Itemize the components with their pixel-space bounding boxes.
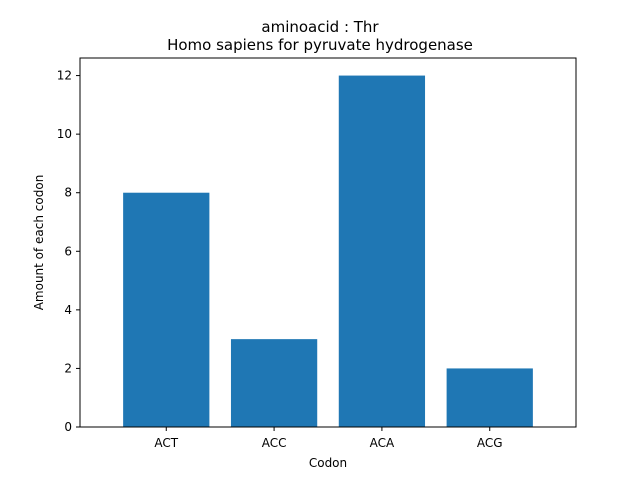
y-tick-label: 8 bbox=[64, 186, 72, 200]
y-tick-label: 4 bbox=[64, 303, 72, 317]
x-tick-label: ACC bbox=[262, 436, 287, 450]
x-tick-label: ACG bbox=[477, 436, 503, 450]
bar-aca bbox=[338, 75, 426, 427]
y-tick-label: 10 bbox=[57, 127, 72, 141]
x-tick-label: ACT bbox=[154, 436, 178, 450]
bar-act bbox=[123, 192, 210, 427]
bar-acc bbox=[230, 339, 318, 427]
chart-subtitle: Homo sapiens for pyruvate hydrogenase bbox=[167, 36, 473, 54]
x-tick-label: ACA bbox=[370, 436, 395, 450]
x-axis-label: Codon bbox=[309, 456, 347, 470]
bars-group bbox=[123, 75, 533, 427]
y-tick-label: 2 bbox=[64, 361, 72, 375]
y-tick-label: 0 bbox=[64, 420, 72, 434]
x-axis-ticks: ACT ACC ACA ACG bbox=[154, 427, 503, 450]
y-axis-label: Amount of each codon bbox=[32, 175, 46, 311]
y-axis-ticks: 0 2 4 6 8 10 12 bbox=[57, 69, 80, 434]
bar-acg bbox=[446, 368, 533, 427]
y-tick-label: 12 bbox=[57, 69, 72, 83]
chart-title: aminoacid : Thr bbox=[261, 18, 379, 36]
y-tick-label: 6 bbox=[64, 244, 72, 258]
plot-frame bbox=[79, 57, 577, 428]
